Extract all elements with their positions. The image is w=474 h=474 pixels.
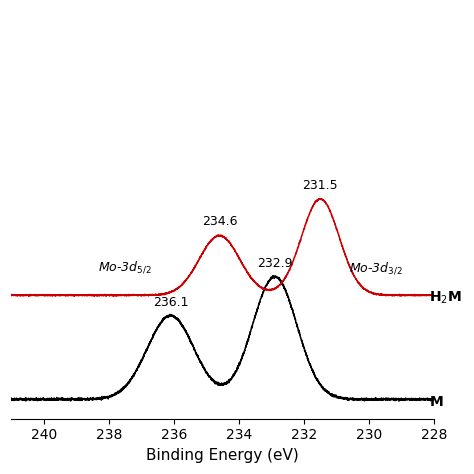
Text: M: M bbox=[429, 395, 443, 409]
Text: 232.9: 232.9 bbox=[257, 256, 292, 270]
Text: Mo-3d$_{3/2}$: Mo-3d$_{3/2}$ bbox=[349, 260, 402, 276]
Text: H$_2$M: H$_2$M bbox=[429, 290, 462, 306]
X-axis label: Binding Energy (eV): Binding Energy (eV) bbox=[146, 448, 299, 463]
Text: 236.1: 236.1 bbox=[153, 296, 188, 309]
Text: 234.6: 234.6 bbox=[201, 215, 237, 228]
Text: 231.5: 231.5 bbox=[302, 179, 338, 192]
Text: Mo-3d$_{5/2}$: Mo-3d$_{5/2}$ bbox=[98, 259, 152, 275]
